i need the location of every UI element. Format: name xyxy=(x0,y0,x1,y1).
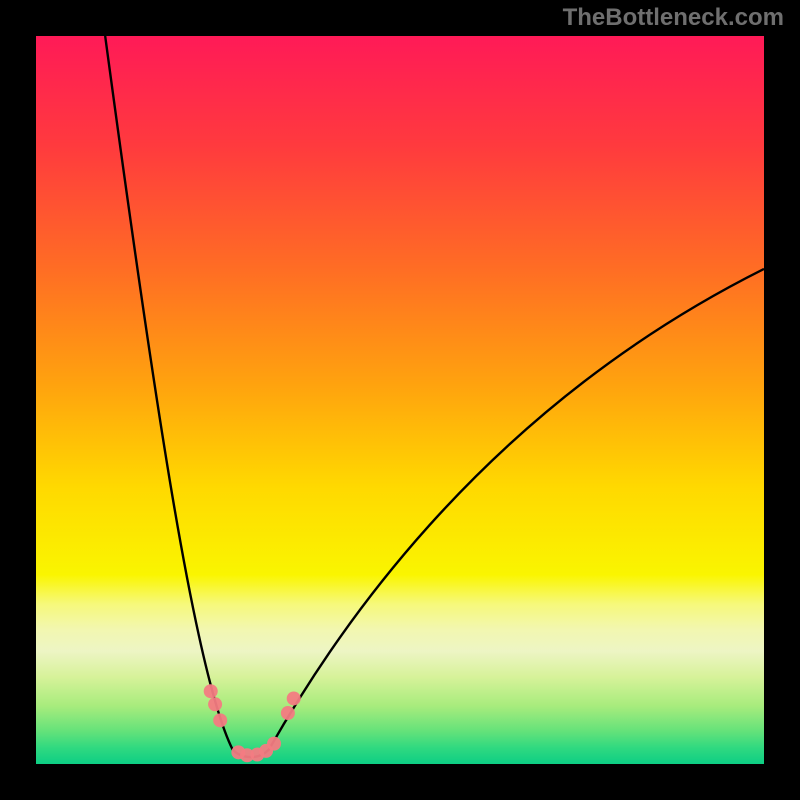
chart-svg xyxy=(36,36,764,764)
gradient-background xyxy=(36,36,764,764)
data-marker xyxy=(213,713,227,727)
data-marker xyxy=(267,737,281,751)
watermark-text: TheBottleneck.com xyxy=(563,4,784,32)
data-marker xyxy=(208,697,222,711)
data-marker xyxy=(204,684,218,698)
data-marker xyxy=(281,706,295,720)
data-marker xyxy=(287,691,301,705)
plot-area xyxy=(36,36,764,764)
